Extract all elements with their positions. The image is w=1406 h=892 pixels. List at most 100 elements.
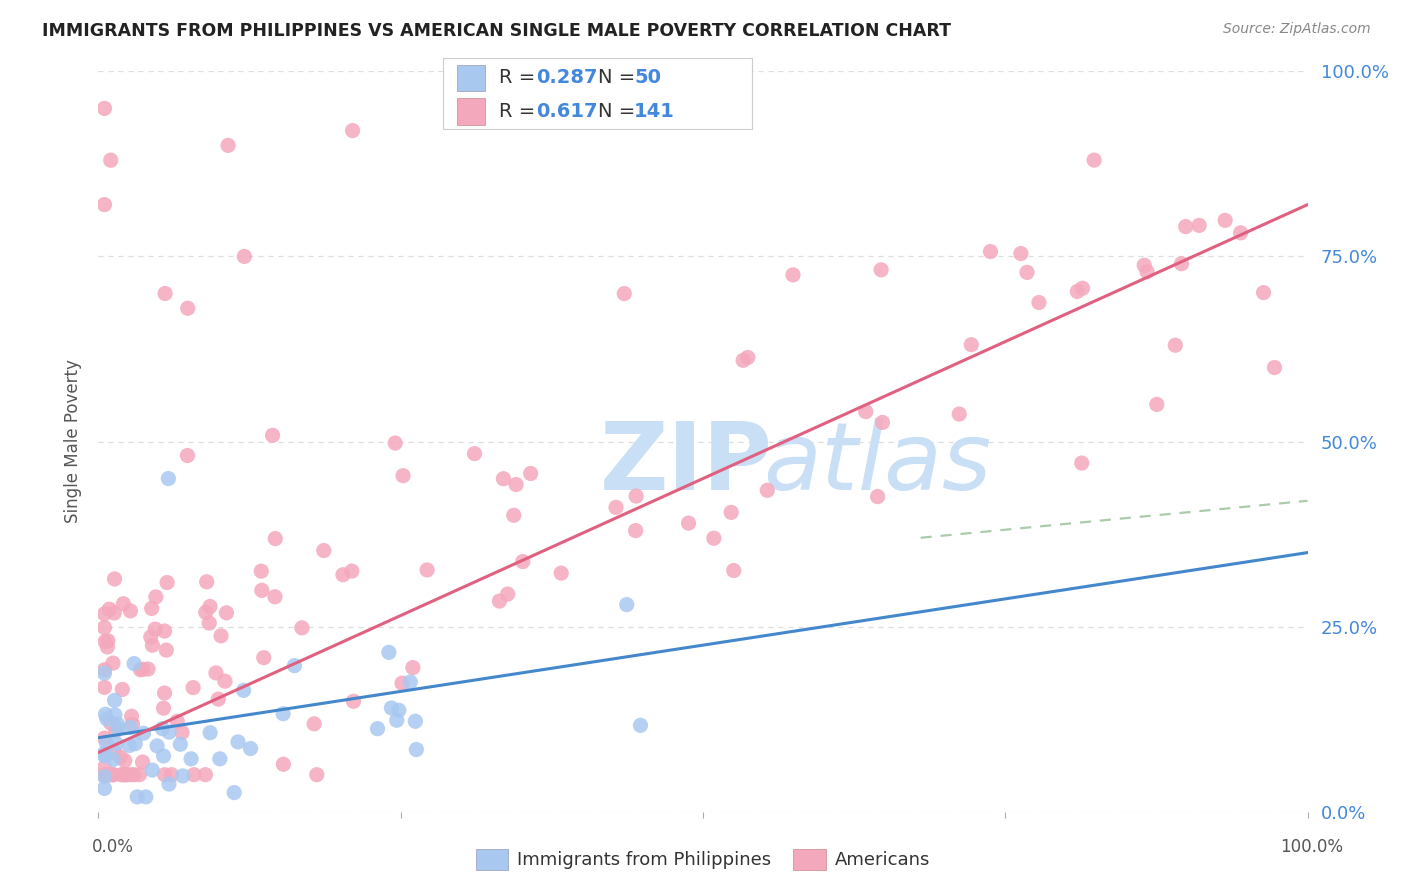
Point bbox=[121, 717, 143, 731]
Point bbox=[492, 472, 515, 486]
Point bbox=[198, 599, 221, 614]
Point bbox=[512, 555, 534, 569]
Point bbox=[121, 709, 143, 723]
Point bbox=[305, 767, 328, 781]
Point bbox=[250, 564, 273, 578]
Point bbox=[302, 716, 325, 731]
Point bbox=[94, 767, 117, 781]
Point bbox=[332, 567, 354, 582]
Point bbox=[402, 660, 425, 674]
Text: R =: R = bbox=[499, 102, 541, 121]
Point bbox=[624, 489, 647, 503]
Point bbox=[170, 725, 193, 739]
Point bbox=[207, 692, 229, 706]
Point bbox=[93, 607, 115, 621]
Point bbox=[205, 665, 228, 680]
Point bbox=[93, 748, 115, 763]
Point bbox=[94, 707, 117, 722]
Point bbox=[100, 153, 122, 168]
Point bbox=[143, 622, 166, 636]
Point bbox=[105, 737, 128, 751]
Point bbox=[112, 767, 135, 781]
Point bbox=[101, 767, 124, 781]
Point bbox=[1174, 219, 1197, 234]
Point bbox=[720, 505, 742, 519]
Point bbox=[172, 769, 194, 783]
Point bbox=[104, 707, 127, 722]
Point bbox=[391, 676, 413, 690]
Point bbox=[502, 508, 524, 523]
Point bbox=[155, 643, 177, 657]
Point bbox=[979, 244, 1001, 259]
Point bbox=[145, 590, 167, 604]
Point bbox=[1164, 338, 1187, 352]
Point bbox=[756, 483, 779, 498]
Point bbox=[132, 662, 155, 676]
Point bbox=[380, 701, 402, 715]
Point bbox=[122, 657, 145, 671]
Point bbox=[120, 720, 142, 734]
Point bbox=[703, 531, 725, 545]
Point bbox=[103, 606, 125, 620]
Point bbox=[101, 656, 124, 670]
Point bbox=[98, 767, 121, 781]
Point bbox=[782, 268, 804, 282]
Point bbox=[96, 712, 118, 726]
Point bbox=[737, 351, 759, 365]
Y-axis label: Single Male Poverty: Single Male Poverty bbox=[65, 359, 83, 524]
Point bbox=[233, 250, 256, 264]
Point bbox=[93, 663, 115, 677]
Point bbox=[93, 731, 115, 745]
Point bbox=[1146, 397, 1168, 411]
Text: N =: N = bbox=[598, 102, 641, 121]
Point bbox=[94, 634, 117, 648]
Point bbox=[152, 701, 174, 715]
Point bbox=[107, 722, 129, 736]
Point bbox=[96, 640, 118, 654]
Point bbox=[120, 767, 142, 781]
Point bbox=[264, 532, 287, 546]
Point bbox=[271, 706, 294, 721]
Point bbox=[103, 745, 125, 759]
Point bbox=[114, 767, 136, 781]
Point bbox=[101, 767, 124, 781]
Point bbox=[111, 682, 134, 697]
Point bbox=[141, 638, 163, 652]
Point bbox=[127, 789, 149, 804]
Point bbox=[1188, 219, 1211, 233]
Point bbox=[103, 572, 125, 586]
Point bbox=[215, 606, 238, 620]
Point bbox=[250, 583, 273, 598]
Point bbox=[1253, 285, 1275, 300]
Text: R =: R = bbox=[499, 69, 541, 87]
Point bbox=[1015, 265, 1038, 279]
Point bbox=[388, 703, 411, 717]
Point bbox=[624, 524, 647, 538]
Point bbox=[866, 490, 889, 504]
Point bbox=[378, 645, 401, 659]
Point bbox=[733, 353, 755, 368]
Point bbox=[253, 650, 276, 665]
Point bbox=[157, 472, 180, 486]
Point bbox=[176, 449, 198, 463]
Point bbox=[120, 604, 142, 618]
Point bbox=[385, 713, 408, 727]
Point bbox=[93, 747, 115, 761]
Point bbox=[100, 716, 122, 731]
Point bbox=[1213, 213, 1236, 227]
Point bbox=[103, 693, 125, 707]
Point bbox=[93, 102, 115, 116]
Point bbox=[93, 681, 115, 695]
Point bbox=[104, 723, 127, 738]
Point bbox=[194, 767, 217, 781]
Point bbox=[214, 674, 236, 689]
Point bbox=[114, 754, 136, 768]
Point bbox=[152, 748, 174, 763]
Point bbox=[273, 757, 295, 772]
Point bbox=[340, 564, 363, 578]
Point bbox=[93, 197, 115, 211]
Point bbox=[160, 767, 183, 781]
Text: 0.287: 0.287 bbox=[536, 69, 598, 87]
Point bbox=[630, 718, 652, 732]
Point bbox=[93, 621, 115, 635]
